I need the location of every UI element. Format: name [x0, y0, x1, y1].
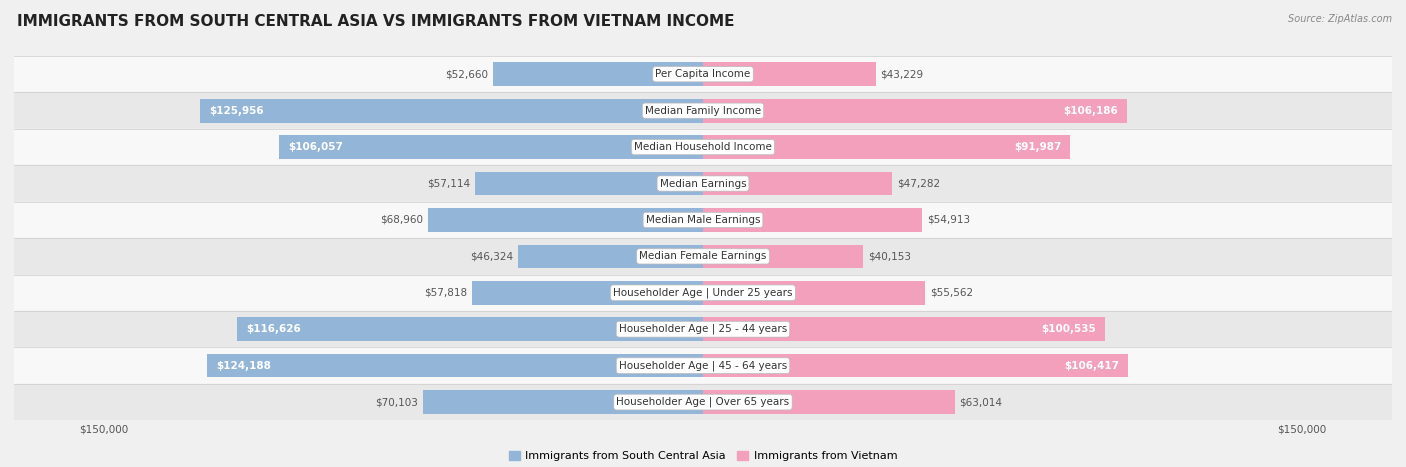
Bar: [492, 63, 703, 86]
Text: IMMIGRANTS FROM SOUTH CENTRAL ASIA VS IMMIGRANTS FROM VIETNAM INCOME: IMMIGRANTS FROM SOUTH CENTRAL ASIA VS IM…: [17, 14, 734, 29]
Bar: [517, 245, 703, 268]
Text: $106,417: $106,417: [1064, 361, 1119, 371]
Text: $68,960: $68,960: [380, 215, 423, 225]
Bar: [14, 92, 1392, 129]
Bar: [14, 238, 1392, 275]
Text: $91,987: $91,987: [1014, 142, 1062, 152]
Text: Householder Age | Under 25 years: Householder Age | Under 25 years: [613, 288, 793, 298]
Text: $106,057: $106,057: [288, 142, 343, 152]
Text: $106,186: $106,186: [1063, 106, 1118, 116]
Text: $124,188: $124,188: [217, 361, 271, 371]
Bar: [703, 390, 955, 414]
Bar: [14, 129, 1392, 165]
Bar: [427, 208, 703, 232]
Bar: [703, 245, 863, 268]
Text: Householder Age | Over 65 years: Householder Age | Over 65 years: [616, 397, 790, 407]
Text: Median Household Income: Median Household Income: [634, 142, 772, 152]
Text: Median Male Earnings: Median Male Earnings: [645, 215, 761, 225]
Bar: [703, 318, 1105, 341]
Text: $125,956: $125,956: [209, 106, 263, 116]
Text: $47,282: $47,282: [897, 178, 939, 189]
Bar: [14, 347, 1392, 384]
Text: $63,014: $63,014: [959, 397, 1002, 407]
Text: $57,818: $57,818: [425, 288, 467, 298]
Legend: Immigrants from South Central Asia, Immigrants from Vietnam: Immigrants from South Central Asia, Immi…: [505, 446, 901, 466]
Bar: [703, 172, 891, 195]
Bar: [703, 63, 876, 86]
Bar: [14, 384, 1392, 420]
Bar: [472, 281, 703, 304]
Text: $55,562: $55,562: [929, 288, 973, 298]
Text: $70,103: $70,103: [375, 397, 418, 407]
Text: Per Capita Income: Per Capita Income: [655, 69, 751, 79]
Bar: [703, 208, 922, 232]
Text: $40,153: $40,153: [868, 251, 911, 262]
Text: $116,626: $116,626: [246, 324, 301, 334]
Text: $100,535: $100,535: [1040, 324, 1095, 334]
Bar: [423, 390, 703, 414]
Text: $52,660: $52,660: [444, 69, 488, 79]
Text: $57,114: $57,114: [427, 178, 470, 189]
Bar: [14, 202, 1392, 238]
Text: Householder Age | 45 - 64 years: Householder Age | 45 - 64 years: [619, 361, 787, 371]
Bar: [703, 135, 1070, 159]
Text: $46,324: $46,324: [470, 251, 513, 262]
Bar: [200, 99, 703, 122]
Bar: [475, 172, 703, 195]
Text: Source: ZipAtlas.com: Source: ZipAtlas.com: [1288, 14, 1392, 24]
Text: Householder Age | 25 - 44 years: Householder Age | 25 - 44 years: [619, 324, 787, 334]
Bar: [207, 354, 703, 377]
Text: $43,229: $43,229: [880, 69, 924, 79]
Bar: [14, 275, 1392, 311]
Bar: [14, 56, 1392, 92]
Text: Median Female Earnings: Median Female Earnings: [640, 251, 766, 262]
Bar: [238, 318, 703, 341]
Bar: [703, 99, 1128, 122]
Text: Median Earnings: Median Earnings: [659, 178, 747, 189]
Text: Median Family Income: Median Family Income: [645, 106, 761, 116]
Bar: [14, 165, 1392, 202]
Text: $54,913: $54,913: [927, 215, 970, 225]
Bar: [703, 354, 1128, 377]
Bar: [14, 311, 1392, 347]
Bar: [280, 135, 703, 159]
Bar: [703, 281, 925, 304]
